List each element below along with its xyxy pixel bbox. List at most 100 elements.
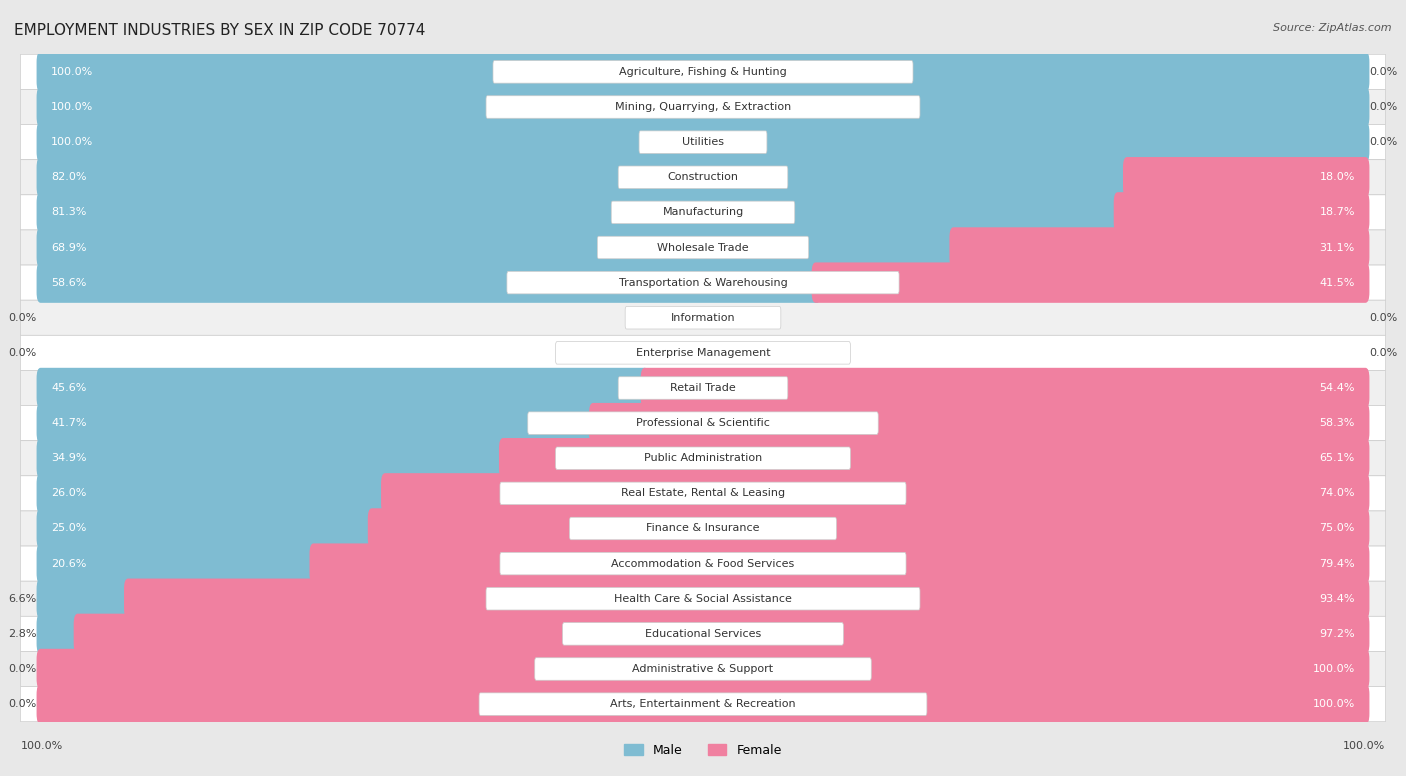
Text: Public Administration: Public Administration [644, 453, 762, 463]
FancyBboxPatch shape [21, 687, 1385, 722]
Text: Educational Services: Educational Services [645, 629, 761, 639]
FancyBboxPatch shape [37, 473, 389, 514]
FancyBboxPatch shape [589, 403, 1369, 443]
Text: 100.0%: 100.0% [1313, 664, 1355, 674]
FancyBboxPatch shape [124, 579, 1369, 619]
FancyBboxPatch shape [486, 587, 920, 610]
Text: Transportation & Warehousing: Transportation & Warehousing [619, 278, 787, 288]
Text: Finance & Insurance: Finance & Insurance [647, 524, 759, 533]
Text: Manufacturing: Manufacturing [662, 207, 744, 217]
Text: 0.0%: 0.0% [1369, 313, 1398, 323]
FancyBboxPatch shape [21, 616, 1385, 651]
FancyBboxPatch shape [21, 370, 1385, 406]
Text: Accommodation & Food Services: Accommodation & Food Services [612, 559, 794, 569]
FancyBboxPatch shape [309, 543, 1369, 584]
FancyBboxPatch shape [21, 160, 1385, 195]
FancyBboxPatch shape [21, 546, 1385, 581]
Text: 18.7%: 18.7% [1319, 207, 1355, 217]
Text: Mining, Quarrying, & Extraction: Mining, Quarrying, & Extraction [614, 102, 792, 112]
FancyBboxPatch shape [21, 230, 1385, 265]
Text: 93.4%: 93.4% [1319, 594, 1355, 604]
FancyBboxPatch shape [37, 87, 1369, 127]
FancyBboxPatch shape [37, 227, 957, 268]
Text: 81.3%: 81.3% [51, 207, 87, 217]
FancyBboxPatch shape [555, 341, 851, 364]
FancyBboxPatch shape [619, 166, 787, 189]
FancyBboxPatch shape [499, 438, 1369, 479]
Text: Information: Information [671, 313, 735, 323]
FancyBboxPatch shape [1114, 192, 1369, 233]
FancyBboxPatch shape [508, 272, 898, 294]
FancyBboxPatch shape [479, 693, 927, 715]
FancyBboxPatch shape [501, 553, 905, 575]
FancyBboxPatch shape [21, 89, 1385, 125]
FancyBboxPatch shape [534, 658, 872, 681]
Text: 45.6%: 45.6% [51, 383, 87, 393]
Legend: Male, Female: Male, Female [619, 740, 787, 762]
FancyBboxPatch shape [21, 335, 1385, 370]
FancyBboxPatch shape [486, 95, 920, 118]
FancyBboxPatch shape [21, 406, 1385, 441]
Text: Source: ZipAtlas.com: Source: ZipAtlas.com [1274, 23, 1392, 33]
FancyBboxPatch shape [494, 61, 912, 83]
Text: 41.7%: 41.7% [51, 418, 87, 428]
FancyBboxPatch shape [569, 518, 837, 540]
FancyBboxPatch shape [37, 508, 375, 549]
Text: 0.0%: 0.0% [1369, 137, 1398, 147]
FancyBboxPatch shape [37, 438, 508, 479]
Text: Health Care & Social Assistance: Health Care & Social Assistance [614, 594, 792, 604]
Text: 58.3%: 58.3% [1319, 418, 1355, 428]
FancyBboxPatch shape [21, 511, 1385, 546]
FancyBboxPatch shape [21, 581, 1385, 616]
Text: 20.6%: 20.6% [51, 559, 87, 569]
Text: 34.9%: 34.9% [51, 453, 87, 463]
FancyBboxPatch shape [21, 300, 1385, 335]
Text: 100.0%: 100.0% [51, 137, 93, 147]
FancyBboxPatch shape [501, 482, 905, 504]
FancyBboxPatch shape [73, 614, 1369, 654]
Text: Retail Trade: Retail Trade [671, 383, 735, 393]
FancyBboxPatch shape [641, 368, 1369, 408]
Text: 2.8%: 2.8% [8, 629, 37, 639]
Text: Construction: Construction [668, 172, 738, 182]
FancyBboxPatch shape [619, 377, 787, 399]
Text: 0.0%: 0.0% [8, 664, 37, 674]
Text: 79.4%: 79.4% [1319, 559, 1355, 569]
Text: 18.0%: 18.0% [1319, 172, 1355, 182]
Text: 54.4%: 54.4% [1319, 383, 1355, 393]
FancyBboxPatch shape [21, 125, 1385, 160]
Text: 31.1%: 31.1% [1320, 243, 1355, 252]
FancyBboxPatch shape [811, 262, 1369, 303]
FancyBboxPatch shape [555, 447, 851, 469]
FancyBboxPatch shape [21, 195, 1385, 230]
Text: EMPLOYMENT INDUSTRIES BY SEX IN ZIP CODE 70774: EMPLOYMENT INDUSTRIES BY SEX IN ZIP CODE… [14, 23, 426, 38]
Text: 58.6%: 58.6% [51, 278, 87, 288]
FancyBboxPatch shape [37, 614, 82, 654]
Text: 0.0%: 0.0% [8, 313, 37, 323]
Text: 65.1%: 65.1% [1320, 453, 1355, 463]
Text: 75.0%: 75.0% [1319, 524, 1355, 533]
Text: 0.0%: 0.0% [1369, 102, 1398, 112]
FancyBboxPatch shape [37, 684, 1369, 724]
Text: 100.0%: 100.0% [1343, 741, 1385, 751]
Text: Agriculture, Fishing & Hunting: Agriculture, Fishing & Hunting [619, 67, 787, 77]
Text: 41.5%: 41.5% [1319, 278, 1355, 288]
Text: 100.0%: 100.0% [21, 741, 63, 751]
Text: 97.2%: 97.2% [1319, 629, 1355, 639]
FancyBboxPatch shape [37, 122, 1369, 162]
Text: Enterprise Management: Enterprise Management [636, 348, 770, 358]
FancyBboxPatch shape [37, 579, 132, 619]
FancyBboxPatch shape [640, 131, 766, 154]
FancyBboxPatch shape [598, 236, 808, 258]
FancyBboxPatch shape [37, 157, 1130, 197]
FancyBboxPatch shape [527, 412, 879, 435]
FancyBboxPatch shape [37, 649, 1369, 689]
Text: Real Estate, Rental & Leasing: Real Estate, Rental & Leasing [621, 488, 785, 498]
Text: 6.6%: 6.6% [8, 594, 37, 604]
FancyBboxPatch shape [37, 262, 821, 303]
FancyBboxPatch shape [21, 476, 1385, 511]
Text: 25.0%: 25.0% [51, 524, 87, 533]
Text: 100.0%: 100.0% [51, 67, 93, 77]
Text: 100.0%: 100.0% [51, 102, 93, 112]
Text: Professional & Scientific: Professional & Scientific [636, 418, 770, 428]
